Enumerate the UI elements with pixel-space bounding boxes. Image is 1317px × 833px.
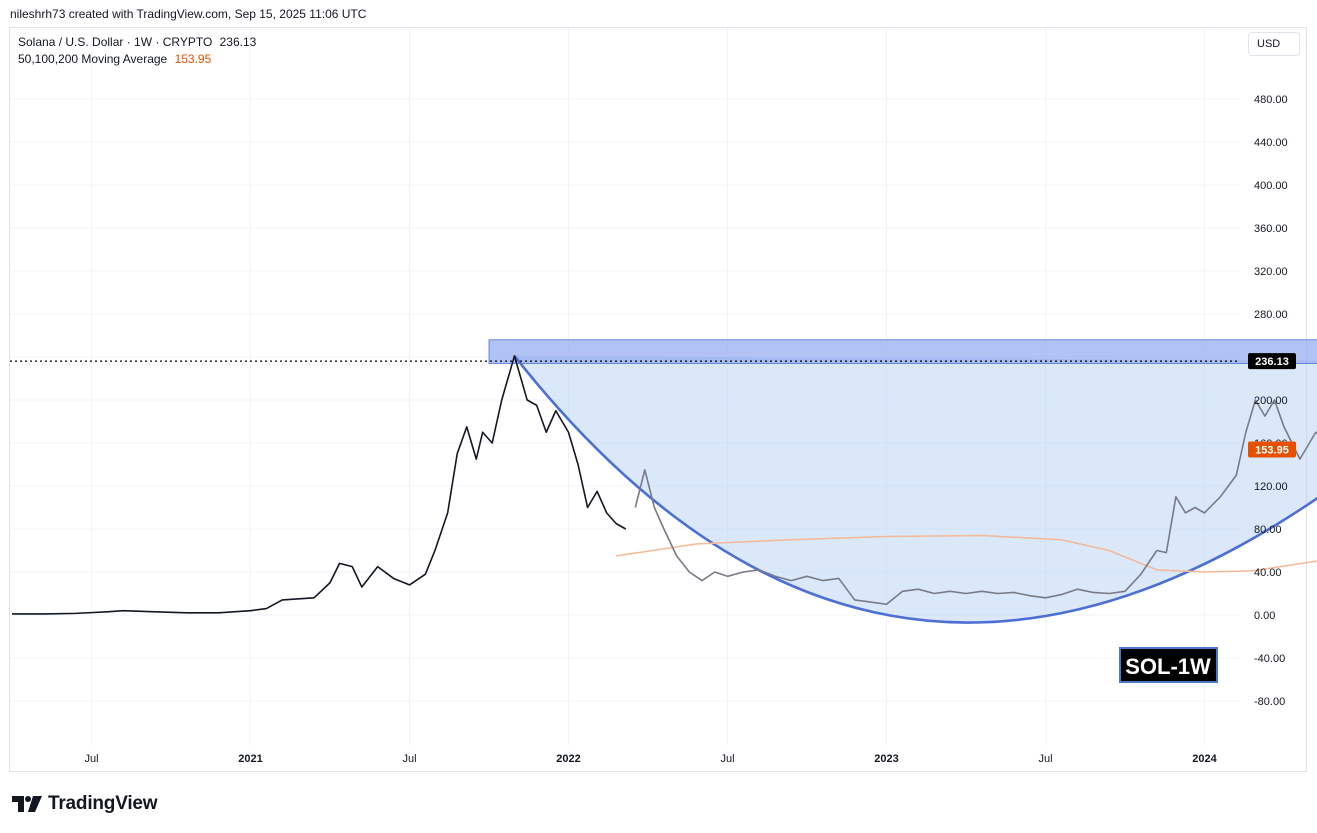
y-tick-label: 200.00 xyxy=(1254,395,1288,407)
price-line-cup xyxy=(634,469,1158,606)
x-tick-label: Jul xyxy=(402,753,416,765)
price-line-rise xyxy=(1156,399,1317,554)
tradingview-logo[interactable]: TradingView xyxy=(12,791,158,817)
y-tick-label: 400.00 xyxy=(1254,180,1288,192)
y-tick-label: 80.00 xyxy=(1254,524,1282,536)
x-axis: Jul2021Jul2022Jul2023Jul2024Jul2025Jul20… xyxy=(84,753,1217,765)
resistance-zone xyxy=(488,339,1317,364)
last-price-tag xyxy=(1248,353,1296,370)
cup-fill xyxy=(514,355,1317,623)
y-tick-label: -40.00 xyxy=(1254,653,1285,665)
ma-title: 50,100,200 Moving Average xyxy=(18,52,168,66)
y-tick-label: 480.00 xyxy=(1254,94,1288,106)
y-axis: 480.00 440.00 400.00 360.00 320.00 280.00 200.… xyxy=(1254,94,1288,708)
symbol-legend[interactable]: Solana / U.S. Dollar · 1W · CRYPTO 236.1… xyxy=(18,35,256,49)
x-tick-label: 2021 xyxy=(238,753,262,765)
pattern-annotations xyxy=(488,339,1317,624)
chart-credit: nileshrh73 created with TradingView.com,… xyxy=(10,7,367,21)
currency-button[interactable]: USD xyxy=(1248,32,1300,56)
ma-legend[interactable]: 50,100,200 Moving Average 153.95 xyxy=(18,52,211,66)
cup-curve xyxy=(513,355,1317,624)
symbol-badge xyxy=(1119,647,1218,683)
ma-price-tag-text: 153.95 xyxy=(1255,445,1289,457)
ma-price-tag xyxy=(1248,441,1296,458)
tradingview-wordmark: TradingView xyxy=(48,793,158,814)
y-tick-label: 0.00 xyxy=(1254,610,1275,622)
symbol-badge-text: SOL-1W xyxy=(1125,654,1211,679)
series-lines xyxy=(10,355,1317,615)
y-tick-label: 360.00 xyxy=(1254,223,1288,235)
y-tick-label: -80.00 xyxy=(1254,696,1285,708)
x-tick-label: Jul xyxy=(720,753,734,765)
y-tick-label: 440.00 xyxy=(1254,137,1288,149)
symbol-last-value: 236.13 xyxy=(219,35,257,49)
x-tick-label: 2024 xyxy=(1192,753,1217,765)
x-tick-label: 2022 xyxy=(556,753,580,765)
x-tick-label: Jul xyxy=(84,753,98,765)
price-labels: 236.13 153.95 SOL-1W xyxy=(1119,353,1296,683)
tradingview-logo-icon xyxy=(12,796,42,812)
y-tick-label: 320.00 xyxy=(1254,266,1288,278)
x-tick-label: Jul xyxy=(1038,753,1052,765)
price-line-early xyxy=(12,355,627,615)
y-tick-label: 280.00 xyxy=(1254,309,1288,321)
y-tick-label: 120.00 xyxy=(1254,481,1288,493)
x-tick-label: 2023 xyxy=(874,753,898,765)
moving-average-line xyxy=(616,534,1317,573)
last-price-tag-text: 236.13 xyxy=(1255,356,1289,368)
y-tick-label: 40.00 xyxy=(1254,567,1282,579)
symbol-title: Solana / U.S. Dollar · 1W · CRYPTO xyxy=(18,35,213,49)
ma-value: 153.95 xyxy=(174,52,212,66)
